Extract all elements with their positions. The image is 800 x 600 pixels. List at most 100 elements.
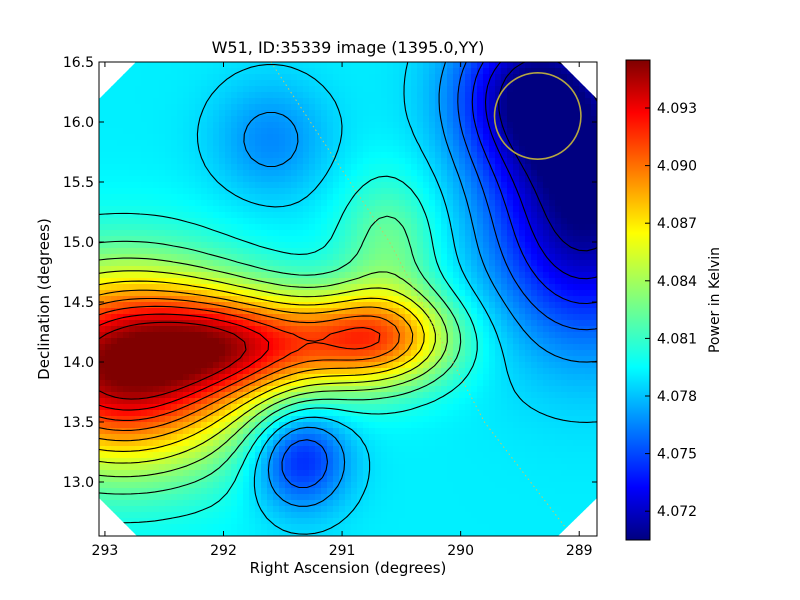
heat-cell	[429, 380, 436, 387]
heat-cell	[99, 404, 106, 411]
heat-cell	[495, 230, 502, 237]
heat-cell	[171, 272, 178, 279]
heat-cell	[351, 176, 358, 183]
heat-cell	[423, 116, 430, 123]
heat-cell	[237, 116, 244, 123]
heat-cell	[543, 296, 550, 303]
heat-cell	[327, 374, 334, 381]
heat-cell	[513, 80, 520, 87]
heat-cell	[453, 230, 460, 237]
heat-cell	[165, 212, 172, 219]
heat-cell	[207, 194, 214, 201]
heat-cell	[213, 188, 220, 195]
heat-cell	[567, 254, 574, 261]
heat-cell	[429, 248, 436, 255]
heat-cell	[483, 416, 490, 423]
heat-cell	[369, 308, 376, 315]
heat-cell	[135, 368, 142, 375]
heat-cell	[99, 134, 106, 141]
heat-cell	[327, 362, 334, 369]
heat-cell	[357, 146, 364, 153]
heat-cell	[351, 278, 358, 285]
heat-cell	[195, 92, 202, 99]
heat-cell	[417, 242, 424, 249]
heat-cell	[327, 314, 334, 321]
heat-cell	[171, 350, 178, 357]
heat-cell	[381, 302, 388, 309]
heat-cell	[285, 194, 292, 201]
heat-cell	[459, 116, 466, 123]
heat-cell	[207, 278, 214, 285]
heat-cell	[99, 140, 106, 147]
heat-cell	[285, 272, 292, 279]
heat-cell	[147, 290, 154, 297]
heat-cell	[183, 80, 190, 87]
heat-cell	[141, 344, 148, 351]
heat-cell	[165, 152, 172, 159]
heat-cell	[411, 152, 418, 159]
heat-cell	[393, 152, 400, 159]
heat-cell	[501, 290, 508, 297]
heat-cell	[273, 218, 280, 225]
heat-cell	[375, 320, 382, 327]
heat-cell	[303, 260, 310, 267]
heat-cell	[363, 212, 370, 219]
heat-cell	[255, 386, 262, 393]
heat-cell	[159, 332, 166, 339]
heat-cell	[159, 290, 166, 297]
heat-cell	[411, 356, 418, 363]
heat-cell	[153, 86, 160, 93]
heat-cell	[399, 92, 406, 99]
heat-cell	[171, 260, 178, 267]
heat-cell	[105, 218, 112, 225]
heat-cell	[357, 218, 364, 225]
heat-cell	[219, 212, 226, 219]
heat-cell	[357, 392, 364, 399]
heat-cell	[411, 320, 418, 327]
heat-cell	[171, 182, 178, 189]
heat-cell	[549, 308, 556, 315]
heat-cell	[189, 302, 196, 309]
heat-cell	[399, 332, 406, 339]
heat-cell	[321, 308, 328, 315]
heat-cell	[141, 206, 148, 213]
heat-cell	[423, 218, 430, 225]
heat-cell	[231, 152, 238, 159]
heat-cell	[141, 386, 148, 393]
heat-cell	[477, 398, 484, 405]
heat-cell	[231, 182, 238, 189]
heat-cell	[117, 266, 124, 273]
heat-cell	[573, 368, 580, 375]
heat-cell	[171, 140, 178, 147]
heat-cell	[279, 296, 286, 303]
heat-cell	[111, 182, 118, 189]
heat-cell	[117, 302, 124, 309]
heat-cell	[177, 176, 184, 183]
heat-cell	[321, 74, 328, 81]
heat-cell	[405, 290, 412, 297]
heat-cell	[549, 242, 556, 249]
heat-cell	[579, 170, 586, 177]
heat-cell	[585, 254, 592, 261]
heat-cell	[153, 344, 160, 351]
heat-cell	[117, 374, 124, 381]
heat-cell	[315, 224, 322, 231]
heat-cell	[117, 104, 124, 111]
heat-cell	[321, 122, 328, 129]
heat-cell	[111, 212, 118, 219]
heat-cell	[153, 224, 160, 231]
heat-cell	[243, 128, 250, 135]
heat-cell	[309, 278, 316, 285]
heat-cell	[315, 386, 322, 393]
heat-cell	[309, 176, 316, 183]
heat-cell	[405, 200, 412, 207]
heat-cell	[237, 188, 244, 195]
heat-cell	[279, 356, 286, 363]
heat-cell	[357, 302, 364, 309]
heat-cell	[201, 62, 208, 69]
heat-cell	[111, 116, 118, 123]
heat-cell	[369, 230, 376, 237]
heat-cell	[429, 80, 436, 87]
heat-cell	[297, 62, 304, 69]
heat-cell	[189, 338, 196, 345]
